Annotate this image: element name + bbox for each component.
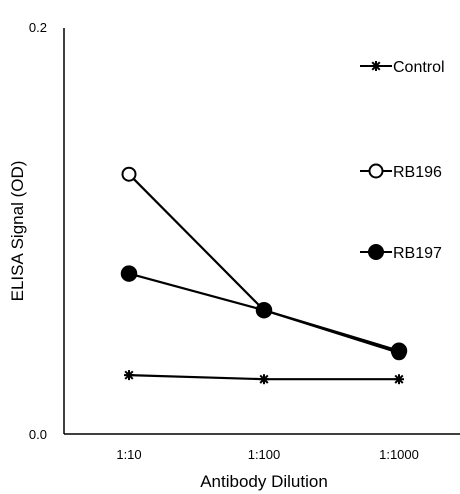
y-tick-label-bottom: 0.0 bbox=[29, 427, 47, 442]
legend: Control RB196 RB197 bbox=[360, 59, 445, 262]
series-layer bbox=[122, 168, 407, 385]
legend-label-control: Control bbox=[393, 59, 445, 76]
legend-marker-rb197 bbox=[369, 245, 383, 259]
y-axis-title: ELISA Signal (OD) bbox=[8, 161, 27, 302]
point-rb197-2 bbox=[257, 303, 272, 318]
legend-label-rb197: RB197 bbox=[393, 245, 442, 262]
x-tick-label-3: 1:1000 bbox=[379, 447, 419, 462]
legend-entry-rb197: RB197 bbox=[360, 245, 442, 262]
point-control-2 bbox=[259, 374, 269, 384]
x-axis-title: Antibody Dilution bbox=[200, 472, 328, 491]
point-control-3 bbox=[394, 374, 404, 384]
y-tick-label-top: 0.2 bbox=[29, 20, 47, 35]
x-tick-label-1: 1:10 bbox=[116, 447, 141, 462]
x-tick-label-2: 1:100 bbox=[248, 447, 281, 462]
point-control-1 bbox=[124, 370, 134, 380]
legend-entry-rb196: RB196 bbox=[360, 164, 442, 181]
series-line-rb196 bbox=[129, 174, 399, 353]
point-rb197-3 bbox=[392, 343, 407, 358]
legend-marker-control bbox=[371, 61, 381, 71]
legend-marker-rb196 bbox=[370, 165, 383, 178]
legend-label-rb196: RB196 bbox=[393, 164, 442, 181]
point-rb197-1 bbox=[122, 266, 137, 281]
legend-entry-control: Control bbox=[360, 59, 445, 76]
point-rb196-1 bbox=[123, 168, 136, 181]
